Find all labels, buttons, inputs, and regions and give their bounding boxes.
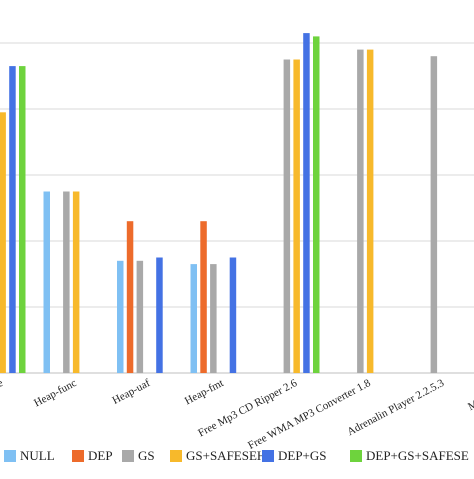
bar-gs-safeseh (366, 49, 374, 373)
legend-swatch (122, 450, 134, 462)
bar-gs (283, 59, 291, 373)
legend-swatch (4, 450, 16, 462)
bar-null (190, 264, 197, 373)
bar-gs (210, 264, 217, 373)
bar-gs (63, 191, 70, 373)
bar-dep (126, 221, 134, 373)
bar-dep-gs (303, 33, 310, 373)
legend-label: GS+SAFESEH (186, 448, 266, 463)
bar-gs (430, 56, 438, 373)
legend-label: DEP+GS (278, 448, 327, 463)
legend-swatch (262, 450, 274, 462)
x-tick-label: Mini-stream (466, 377, 474, 413)
x-tick-label: Cookie (0, 377, 5, 403)
x-tick-label: Heap-fmt (183, 377, 226, 407)
legend-label: DEP (88, 448, 113, 463)
bar-dep-gs (156, 257, 163, 373)
legend-label: GS (138, 448, 155, 463)
x-tick-label: Heap-func (32, 377, 79, 409)
bar-dep-gs-safese (313, 36, 320, 374)
x-tick-label: Free WMA MP3 Converter 1.8 (246, 377, 373, 452)
bar-null (43, 191, 50, 373)
legend-swatch (350, 450, 362, 462)
bar-gs-safeseh (72, 191, 80, 373)
bar-dep-gs (9, 66, 16, 373)
bar-gs-safeseh (293, 59, 300, 373)
legend-label: NULL (20, 448, 55, 463)
legend-label: DEP+GS+SAFESE (366, 448, 469, 463)
bar-gs (357, 49, 364, 373)
legend-swatch (170, 450, 182, 462)
bar-dep (200, 221, 207, 373)
bar-gs-safeseh (0, 112, 6, 374)
bar-null (117, 260, 124, 373)
legend-swatch (72, 450, 84, 462)
bar-dep-gs (229, 257, 237, 373)
bar-dep-gs-safese (19, 66, 26, 373)
bar-gs (136, 260, 144, 373)
x-tick-label: Heap-uaf (110, 377, 152, 407)
